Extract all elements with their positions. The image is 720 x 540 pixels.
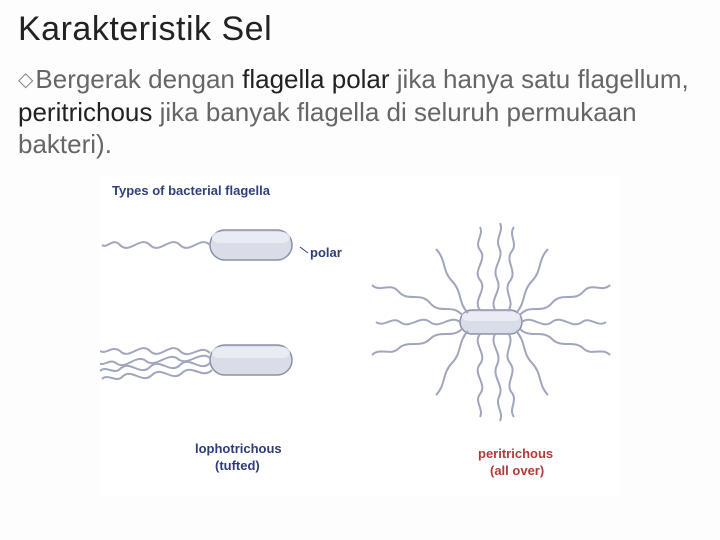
body-seg1: Bergerak dengan: [35, 64, 242, 94]
body-seg4: jika hanya satu flagellum,: [397, 64, 689, 94]
peri-label-2: (all over): [490, 463, 544, 478]
polar-label: polar: [310, 245, 342, 260]
peritrichous-cell: [372, 223, 610, 421]
lopho-label-1: lophotrichous: [195, 441, 282, 456]
body-text: ◇Bergerak dengan flagella polar jika han…: [18, 63, 702, 161]
body-seg3: polar: [325, 64, 397, 94]
diagram-title: Types of bacterial flagella: [112, 183, 271, 198]
lophotrichous-cell: [100, 345, 292, 379]
slide-title: Karakteristik Sel: [18, 10, 702, 49]
diagram-container: Types of bacterial flagella polar: [18, 175, 702, 495]
bullet-icon: ◇: [18, 69, 33, 91]
polar-cell: [102, 230, 292, 260]
body-seg2: flagella: [242, 64, 324, 94]
flagella-diagram: Types of bacterial flagella polar: [100, 175, 620, 495]
lopho-label-2: (tufted): [215, 458, 260, 473]
peri-label-1: peritrichous: [478, 446, 553, 461]
slide: Karakteristik Sel ◇Bergerak dengan flage…: [0, 0, 720, 540]
body-seg5: peritrichous: [18, 97, 160, 127]
